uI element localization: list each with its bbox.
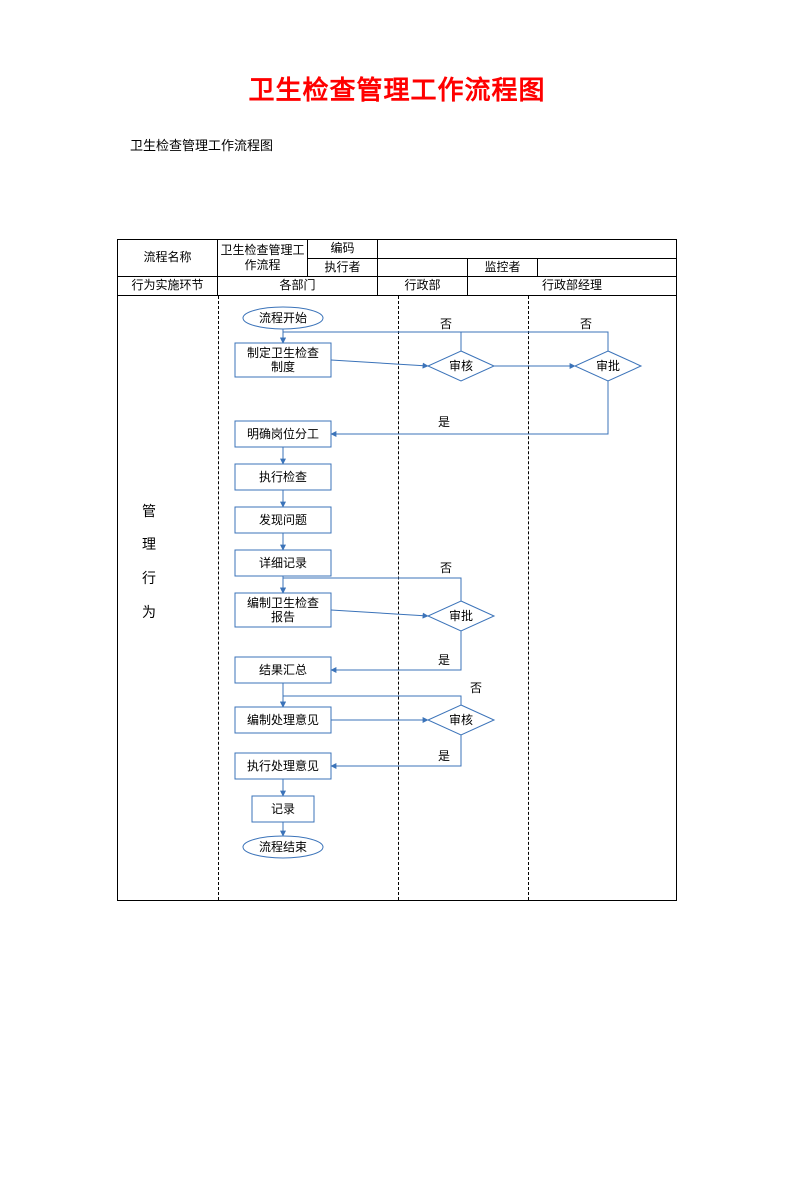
svg-text:是: 是 xyxy=(438,415,450,429)
svg-text:审核: 审核 xyxy=(449,358,473,373)
svg-text:详细记录: 详细记录 xyxy=(259,555,307,570)
hcell-monitor xyxy=(538,258,677,277)
hcell-code xyxy=(378,240,677,259)
hcell-executor xyxy=(378,258,468,277)
lane-header-2: 行政部 xyxy=(378,277,468,296)
svg-text:执行检查: 执行检查 xyxy=(259,469,307,484)
page-title: 卫生检查管理工作流程图 xyxy=(0,70,794,107)
svg-text:否: 否 xyxy=(440,561,452,575)
svg-text:否: 否 xyxy=(470,681,482,695)
lane-header-3: 行政部经理 xyxy=(468,277,677,296)
svg-text:流程开始: 流程开始 xyxy=(259,310,307,325)
svg-text:编制处理意见: 编制处理意见 xyxy=(247,712,319,727)
svg-text:否: 否 xyxy=(580,317,592,331)
hcell-process-name: 卫生检查管理工作流程 xyxy=(218,240,308,277)
hcell-code-label: 编码 xyxy=(308,240,378,259)
svg-text:是: 是 xyxy=(438,653,450,667)
page-subtitle: 卫生检查管理工作流程图 xyxy=(130,135,794,154)
header-table: 流程名称 卫生检查管理工作流程 编码 执行者 监控者 行为实施环节 各部门 行政… xyxy=(117,239,677,296)
svg-text:报告: 报告 xyxy=(271,609,295,624)
svg-text:制度: 制度 xyxy=(271,359,295,374)
svg-text:制定卫生检查: 制定卫生检查 xyxy=(247,345,319,360)
svg-text:流程结束: 流程结束 xyxy=(259,839,307,854)
svg-text:审核: 审核 xyxy=(449,712,473,727)
svg-text:结果汇总: 结果汇总 xyxy=(259,663,307,677)
svg-text:审批: 审批 xyxy=(596,358,620,373)
hcell-monitor-label: 监控者 xyxy=(468,258,538,277)
hcell-process-name-label: 流程名称 xyxy=(118,240,218,277)
svg-text:发现问题: 发现问题 xyxy=(259,512,307,527)
flow-svg: 流程开始制定卫生检查制度审核审批明确岗位分工执行检查发现问题详细记录编制卫生检查… xyxy=(118,296,676,900)
flowchart-container: 流程名称 卫生检查管理工作流程 编码 执行者 监控者 行为实施环节 各部门 行政… xyxy=(117,239,677,901)
svg-text:是: 是 xyxy=(438,749,450,763)
svg-text:执行处理意见: 执行处理意见 xyxy=(247,758,319,773)
svg-text:编制卫生检查: 编制卫生检查 xyxy=(247,595,319,610)
hcell-executor-label: 执行者 xyxy=(308,258,378,277)
flow-area: 管 理 行 为 流程开始制定卫生检查制度审核审批明确岗位分工执行检查发现问题详细… xyxy=(117,296,677,901)
svg-text:记录: 记录 xyxy=(271,802,295,816)
svg-text:审批: 审批 xyxy=(449,608,473,623)
svg-text:否: 否 xyxy=(440,317,452,331)
lane-header-0: 行为实施环节 xyxy=(118,277,218,296)
svg-text:明确岗位分工: 明确岗位分工 xyxy=(247,426,319,441)
lane-header-1: 各部门 xyxy=(218,277,378,296)
